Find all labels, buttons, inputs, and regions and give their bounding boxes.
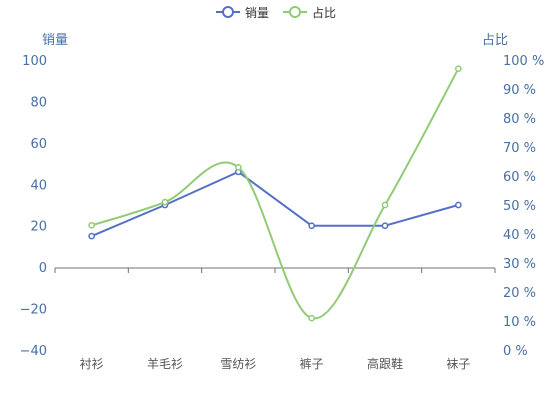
series-layer [88, 65, 462, 322]
left-tick-label: 0 [39, 261, 47, 276]
right-axis-ticks: 0 % 10 % 20 % 30 % 40 % 50 % 60 % 70 % 80 % 90 % 1… [503, 54, 544, 359]
data-point[interactable] [308, 222, 316, 230]
legend-item-0[interactable]: 销量 [216, 6, 269, 20]
right-tick-label: 40 % [503, 228, 536, 243]
x-category-label: 袜子 [446, 357, 470, 371]
data-point[interactable] [308, 314, 316, 322]
data-point[interactable] [454, 201, 462, 209]
right-tick-label: 90 % [503, 83, 536, 98]
data-point[interactable] [381, 222, 389, 230]
left-tick-label: 80 [30, 95, 47, 110]
right-tick-label: 60 % [503, 170, 536, 185]
left-tick-label: 100 [22, 54, 47, 69]
right-tick-label: 70 % [503, 141, 536, 156]
left-tick-label: 20 [30, 220, 47, 235]
x-axis: 衬衫 羊毛衫 雪纺衫 裤子 高跟鞋 袜子 [54, 267, 496, 371]
left-tick-label: −20 [20, 303, 47, 318]
x-category-label: 雪纺衫 [220, 357, 256, 371]
left-tick-label: 60 [30, 137, 47, 152]
left-axis-ticks: −40 −20 0 20 40 60 80 100 [20, 54, 47, 359]
x-category-label: 衬衫 [80, 357, 104, 371]
data-point[interactable] [88, 232, 96, 240]
right-tick-label: 10 % [503, 315, 536, 330]
data-point[interactable] [234, 163, 242, 171]
right-tick-label: 30 % [503, 257, 536, 272]
data-point[interactable] [454, 65, 462, 73]
data-point[interactable] [381, 201, 389, 209]
legend-marker [222, 6, 234, 18]
series-line-1 [90, 67, 460, 320]
legend-label: 占比 [312, 5, 336, 20]
series-line-0 [90, 170, 460, 238]
legend-label: 销量 [245, 6, 269, 20]
x-category-label: 裤子 [300, 357, 324, 371]
left-tick-label: −40 [20, 344, 47, 359]
legend-marker [289, 6, 301, 18]
right-axis-title: 占比 [482, 33, 508, 48]
left-tick-label: 40 [30, 178, 47, 193]
right-tick-label: 50 % [503, 199, 536, 214]
left-axis-title: 销量 [42, 33, 68, 48]
legend[interactable]: 销量 占比 [216, 5, 336, 20]
data-point[interactable] [161, 198, 169, 206]
x-category-label: 羊毛衫 [147, 356, 183, 371]
right-tick-label: 80 % [503, 112, 536, 127]
right-tick-label: 100 % [503, 54, 544, 69]
data-point[interactable] [88, 221, 96, 229]
right-tick-label: 0 % [503, 344, 528, 359]
legend-item-1[interactable]: 占比 [283, 5, 336, 20]
right-tick-label: 20 % [503, 286, 536, 301]
x-category-label: 高跟鞋 [367, 356, 403, 371]
